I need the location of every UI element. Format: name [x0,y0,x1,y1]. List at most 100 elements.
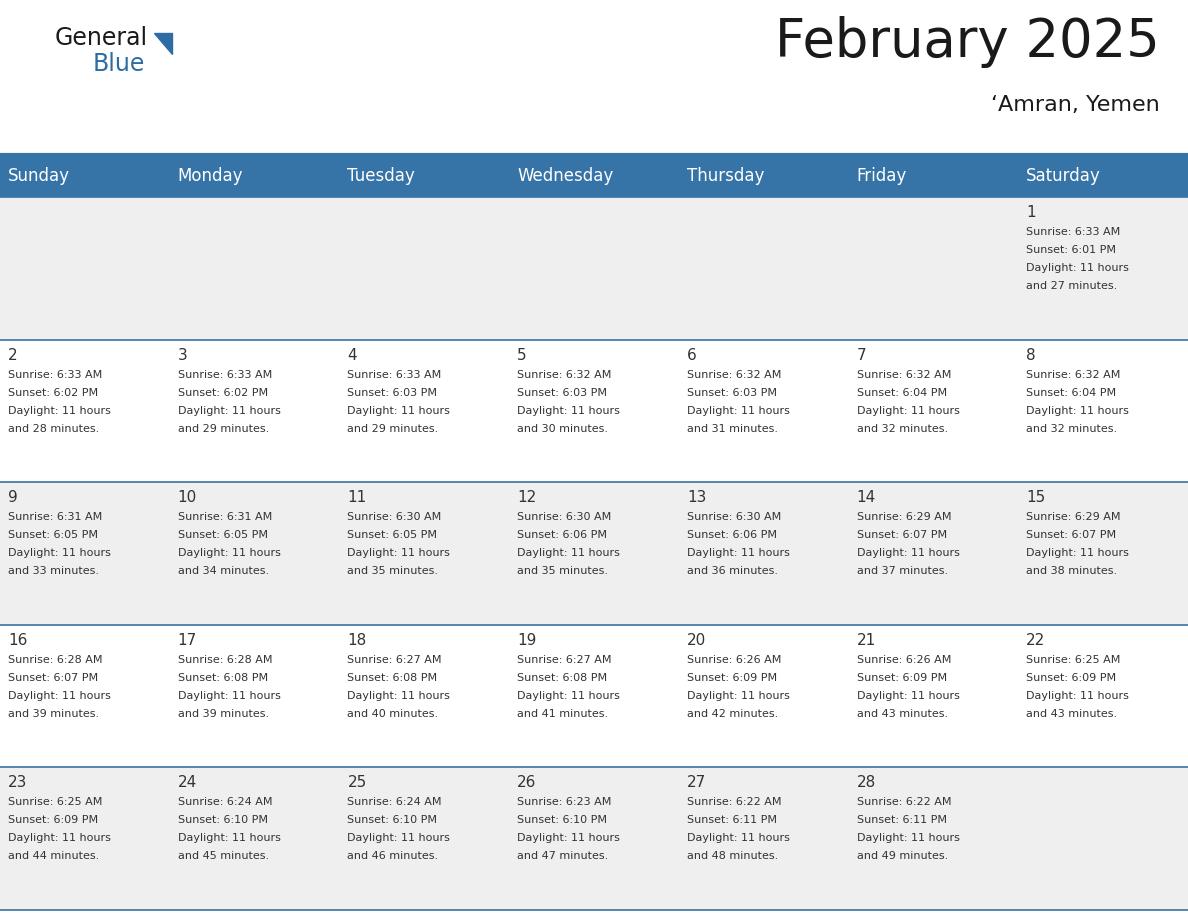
Bar [0,155,1188,197]
Text: Sunset: 6:07 PM: Sunset: 6:07 PM [1026,531,1117,540]
Text: Sunrise: 6:23 AM: Sunrise: 6:23 AM [517,798,612,808]
Text: Sunset: 6:03 PM: Sunset: 6:03 PM [347,387,437,397]
Text: Daylight: 11 hours: Daylight: 11 hours [1026,406,1129,416]
Text: Sunset: 6:06 PM: Sunset: 6:06 PM [517,531,607,540]
Text: 16: 16 [8,633,27,648]
Text: Sunrise: 6:32 AM: Sunrise: 6:32 AM [687,370,782,380]
Text: Sunset: 6:05 PM: Sunset: 6:05 PM [347,531,437,540]
Text: Daylight: 11 hours: Daylight: 11 hours [687,548,790,558]
Text: Sunset: 6:04 PM: Sunset: 6:04 PM [857,387,947,397]
Text: Sunrise: 6:29 AM: Sunrise: 6:29 AM [1026,512,1120,522]
Bar [0,197,1188,340]
Text: and 32 minutes.: and 32 minutes. [857,423,948,433]
Text: and 31 minutes.: and 31 minutes. [687,423,778,433]
Text: and 46 minutes.: and 46 minutes. [347,851,438,861]
Text: 9: 9 [8,490,18,505]
Text: and 48 minutes.: and 48 minutes. [687,851,778,861]
Text: Sunrise: 6:33 AM: Sunrise: 6:33 AM [8,370,102,380]
Text: Sunset: 6:03 PM: Sunset: 6:03 PM [687,387,777,397]
Text: 15: 15 [1026,490,1045,505]
Text: Sunrise: 6:22 AM: Sunrise: 6:22 AM [687,798,782,808]
Text: and 27 minutes.: and 27 minutes. [1026,281,1118,291]
Text: Sunrise: 6:27 AM: Sunrise: 6:27 AM [347,655,442,665]
Text: Sunrise: 6:32 AM: Sunrise: 6:32 AM [517,370,612,380]
Text: 19: 19 [517,633,537,648]
Text: Sunset: 6:02 PM: Sunset: 6:02 PM [178,387,267,397]
Text: Tuesday: Tuesday [347,167,415,185]
Text: 24: 24 [178,776,197,790]
Text: 25: 25 [347,776,367,790]
Text: and 40 minutes.: and 40 minutes. [347,709,438,719]
Text: and 43 minutes.: and 43 minutes. [857,709,948,719]
Text: Sunrise: 6:26 AM: Sunrise: 6:26 AM [687,655,782,665]
Text: Sunrise: 6:32 AM: Sunrise: 6:32 AM [1026,370,1120,380]
Text: Daylight: 11 hours: Daylight: 11 hours [857,834,960,844]
Text: Daylight: 11 hours: Daylight: 11 hours [347,548,450,558]
Text: Sunset: 6:11 PM: Sunset: 6:11 PM [687,815,777,825]
Text: and 41 minutes.: and 41 minutes. [517,709,608,719]
Text: 21: 21 [857,633,876,648]
Text: 18: 18 [347,633,367,648]
Text: 3: 3 [178,348,188,363]
Text: and 36 minutes.: and 36 minutes. [687,566,778,577]
Text: Daylight: 11 hours: Daylight: 11 hours [178,834,280,844]
Text: Friday: Friday [857,167,906,185]
Text: Sunset: 6:05 PM: Sunset: 6:05 PM [178,531,267,540]
Text: Sunrise: 6:24 AM: Sunrise: 6:24 AM [347,798,442,808]
Text: 13: 13 [687,490,706,505]
Text: Daylight: 11 hours: Daylight: 11 hours [687,834,790,844]
Polygon shape [154,33,172,54]
Text: Daylight: 11 hours: Daylight: 11 hours [347,406,450,416]
Text: Daylight: 11 hours: Daylight: 11 hours [178,406,280,416]
Text: Sunrise: 6:33 AM: Sunrise: 6:33 AM [178,370,272,380]
Text: Sunset: 6:01 PM: Sunset: 6:01 PM [1026,245,1117,255]
Text: Sunset: 6:03 PM: Sunset: 6:03 PM [517,387,607,397]
Text: Daylight: 11 hours: Daylight: 11 hours [1026,263,1129,273]
Text: Sunrise: 6:25 AM: Sunrise: 6:25 AM [1026,655,1120,665]
Text: Daylight: 11 hours: Daylight: 11 hours [687,691,790,700]
Text: Sunset: 6:11 PM: Sunset: 6:11 PM [857,815,947,825]
Text: Sunrise: 6:32 AM: Sunrise: 6:32 AM [857,370,950,380]
Text: and 38 minutes.: and 38 minutes. [1026,566,1118,577]
Text: Sunrise: 6:28 AM: Sunrise: 6:28 AM [8,655,102,665]
Text: Daylight: 11 hours: Daylight: 11 hours [517,406,620,416]
Text: Sunset: 6:09 PM: Sunset: 6:09 PM [857,673,947,683]
Text: Sunset: 6:08 PM: Sunset: 6:08 PM [178,673,267,683]
Text: Daylight: 11 hours: Daylight: 11 hours [517,691,620,700]
Text: Sunset: 6:10 PM: Sunset: 6:10 PM [178,815,267,825]
Text: Sunset: 6:09 PM: Sunset: 6:09 PM [1026,673,1117,683]
Text: 8: 8 [1026,348,1036,363]
Text: Daylight: 11 hours: Daylight: 11 hours [8,691,110,700]
Text: Sunrise: 6:28 AM: Sunrise: 6:28 AM [178,655,272,665]
Text: Sunrise: 6:27 AM: Sunrise: 6:27 AM [517,655,612,665]
Text: Sunrise: 6:30 AM: Sunrise: 6:30 AM [687,512,781,522]
Text: and 44 minutes.: and 44 minutes. [8,851,100,861]
Text: Thursday: Thursday [687,167,764,185]
Text: and 29 minutes.: and 29 minutes. [178,423,268,433]
Text: 10: 10 [178,490,197,505]
Text: Daylight: 11 hours: Daylight: 11 hours [857,548,960,558]
Bar [0,340,1188,482]
Text: and 39 minutes.: and 39 minutes. [178,709,268,719]
Text: and 32 minutes.: and 32 minutes. [1026,423,1118,433]
Text: Daylight: 11 hours: Daylight: 11 hours [347,691,450,700]
Bar [0,482,1188,625]
Text: 23: 23 [8,776,27,790]
Text: Sunrise: 6:31 AM: Sunrise: 6:31 AM [178,512,272,522]
Text: 5: 5 [517,348,526,363]
Text: Sunset: 6:08 PM: Sunset: 6:08 PM [347,673,437,683]
Text: Sunset: 6:08 PM: Sunset: 6:08 PM [517,673,607,683]
Text: 26: 26 [517,776,537,790]
Text: 2: 2 [8,348,18,363]
Text: 17: 17 [178,633,197,648]
Text: Sunrise: 6:31 AM: Sunrise: 6:31 AM [8,512,102,522]
Text: Daylight: 11 hours: Daylight: 11 hours [857,691,960,700]
Text: and 34 minutes.: and 34 minutes. [178,566,268,577]
Text: and 45 minutes.: and 45 minutes. [178,851,268,861]
Text: 28: 28 [857,776,876,790]
Text: 14: 14 [857,490,876,505]
Text: and 28 minutes.: and 28 minutes. [8,423,100,433]
Text: Sunset: 6:02 PM: Sunset: 6:02 PM [8,387,99,397]
Text: Daylight: 11 hours: Daylight: 11 hours [1026,691,1129,700]
Text: Sunset: 6:10 PM: Sunset: 6:10 PM [517,815,607,825]
